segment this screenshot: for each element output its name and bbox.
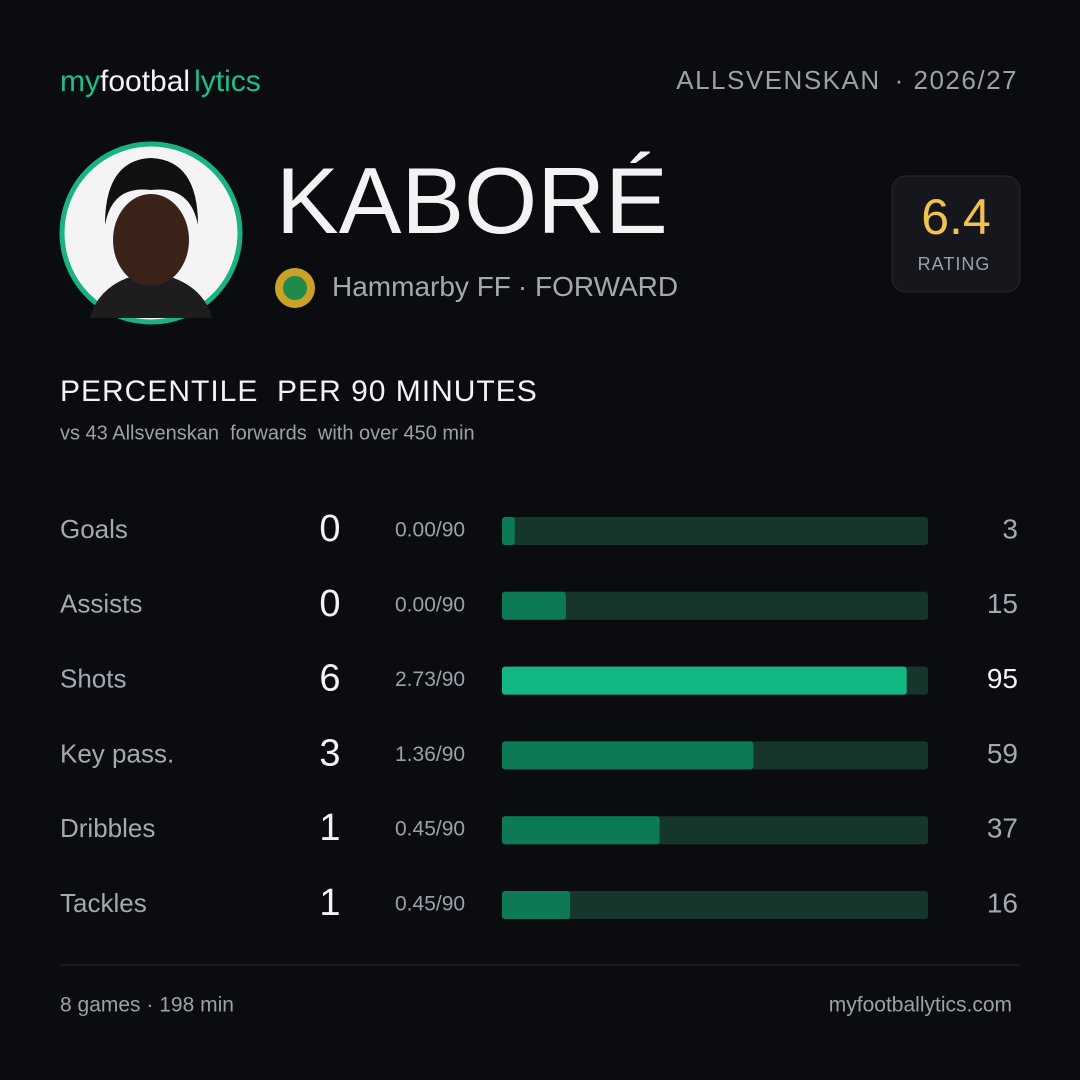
bar-track [502, 891, 928, 919]
club: Hammarby FF [332, 271, 511, 302]
bar [502, 591, 566, 620]
percentile-label: 37 [987, 813, 1018, 844]
stat-name: Tackles [60, 888, 147, 918]
rating-label: RATING [918, 254, 991, 274]
bar [502, 666, 907, 695]
brand-part: lytics [194, 65, 261, 98]
rating-box [891, 175, 1021, 293]
stat-per90: 0.00/90 [395, 519, 465, 542]
rating: 6.4 [921, 189, 991, 245]
stat-name: Goals [60, 514, 128, 544]
bar [502, 741, 754, 770]
league-name: ALLSVENSKAN [676, 65, 880, 95]
brand: myfootbal lytics [60, 65, 261, 98]
stat-name: Assists [60, 589, 142, 619]
stat-total: 1 [319, 882, 340, 924]
stat-total: 0 [319, 508, 340, 550]
avatar-figure [90, 158, 212, 318]
stat-total: 0 [319, 583, 340, 625]
bar-track [502, 591, 928, 620]
stat-per90: 0.45/90 [395, 818, 465, 841]
percentile-label: 15 [987, 588, 1018, 619]
footer-site: myfootballytics.com [829, 994, 1012, 1017]
bar [502, 816, 660, 845]
brand-part: footbal [100, 65, 190, 98]
section-title: PERCENTILE PER 90 MINUTES [60, 375, 538, 408]
stat-per90: 1.36/90 [395, 743, 465, 766]
stat-name: Key pass. [60, 738, 174, 768]
stat-per90: 0.45/90 [395, 893, 465, 916]
stat-total: 3 [319, 732, 340, 774]
footer-games: 8 games · 198 min [60, 994, 234, 1017]
percentile-label: 3 [1002, 513, 1018, 544]
percentile-label: 95 [987, 663, 1018, 694]
stat-per90: 0.00/90 [395, 593, 465, 616]
percentile-label: 16 [987, 887, 1018, 918]
brand-part: my [60, 65, 100, 98]
stat-rows: Goals 0 0.00/90 3 Assists 0 0.00/90 15 Shots 6 2.7… [60, 508, 1018, 924]
bar [502, 517, 515, 545]
player-name: KABORÉ [276, 148, 668, 253]
season: · 2026/27 [895, 65, 1018, 95]
league: ALLSVENSKAN · 2026/27 [676, 65, 1018, 95]
percentile-label: 59 [987, 738, 1018, 769]
club-line: Hammarby FF · FORWARD [332, 271, 678, 302]
stat-total: 1 [319, 807, 340, 849]
stat-name: Shots [60, 663, 127, 693]
stat-name: Dribbles [60, 813, 155, 843]
bar-track [502, 517, 928, 545]
bar [502, 891, 571, 919]
stat-total: 6 [319, 658, 340, 700]
position: · FORWARD [518, 271, 678, 302]
club-badge-inner [283, 276, 307, 300]
stat-per90: 2.73/90 [395, 668, 465, 691]
section-subtitle: vs 43 Allsvenskan forwards with over 450… [60, 422, 475, 444]
